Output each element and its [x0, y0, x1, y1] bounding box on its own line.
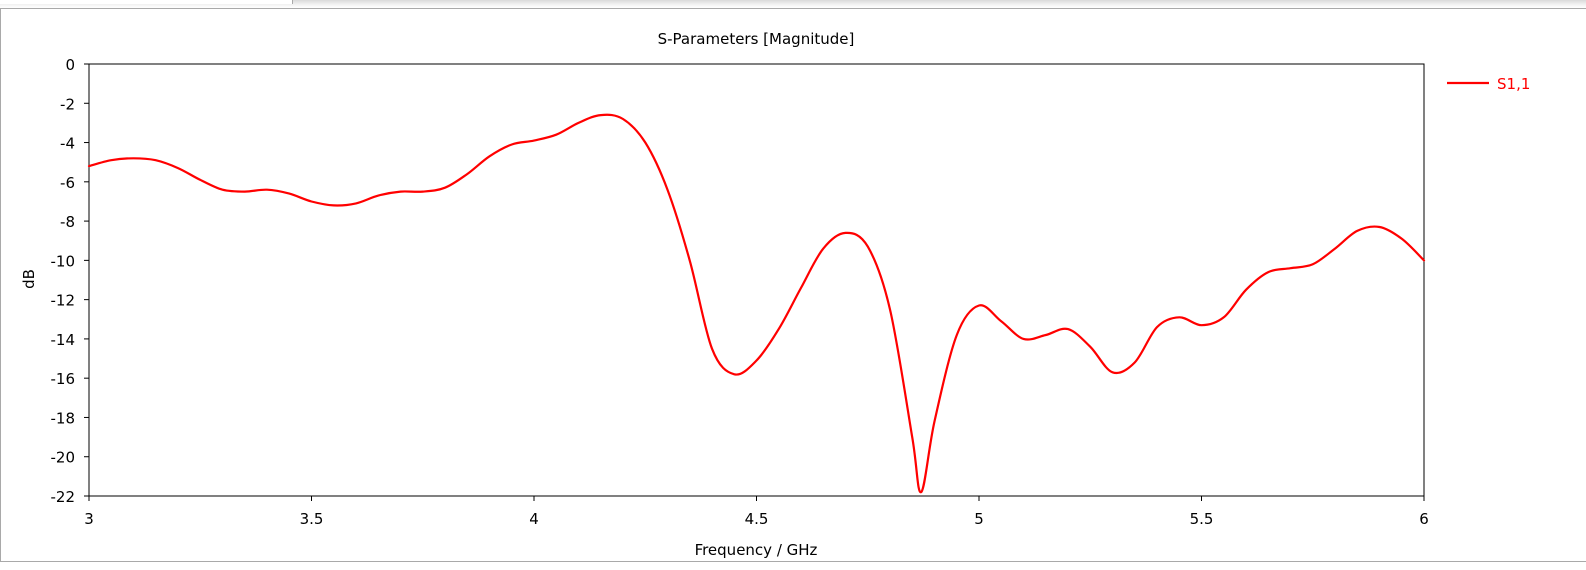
x-tick-label: 3.5 [300, 510, 324, 528]
plot-area [88, 63, 1425, 497]
tab-notch [0, 0, 293, 4]
y-tick-label: 0 [65, 56, 75, 74]
x-tick-label: 4 [529, 510, 539, 528]
window-left-border [0, 8, 1, 562]
y-tick-label: -18 [51, 409, 76, 427]
series-line-s11[interactable] [87, 113, 1426, 494]
window-top-border [0, 0, 1586, 9]
x-tick-label: 3 [84, 510, 94, 528]
y-tick-label: -8 [60, 213, 75, 231]
x-tick-label: 6 [1419, 510, 1429, 528]
series-layer [87, 113, 1426, 494]
window-bottom-border [0, 561, 1586, 562]
y-tick-label: -12 [51, 292, 76, 310]
x-tick-label: 5.5 [1190, 510, 1214, 528]
y-tick-label: -10 [51, 252, 76, 270]
x-axis-label: Frequency / GHz [695, 541, 818, 559]
y-tick-label: -4 [60, 135, 75, 153]
y-tick-label: -6 [60, 174, 75, 192]
x-tick-label: 5 [974, 510, 984, 528]
legend[interactable]: S1,1 [1447, 75, 1530, 93]
y-tick-label: -20 [51, 449, 76, 467]
x-tick-label: 4.5 [745, 510, 769, 528]
legend-entry-s11[interactable]: S1,1 [1497, 75, 1530, 93]
y-tick-label: -16 [51, 370, 76, 388]
y-tick-label: -2 [60, 95, 75, 113]
y-tick-label: -22 [51, 488, 76, 506]
chart-title: S-Parameters [Magnitude] [658, 30, 855, 48]
axes: 3 3.5 4 4.5 5 5.5 6 0 -2 -4 -6 -8 -10 -12 -14 -16 -18 -20… [51, 56, 1429, 528]
y-tick-label: -14 [51, 331, 76, 349]
y-axis-label: dB [20, 269, 38, 289]
